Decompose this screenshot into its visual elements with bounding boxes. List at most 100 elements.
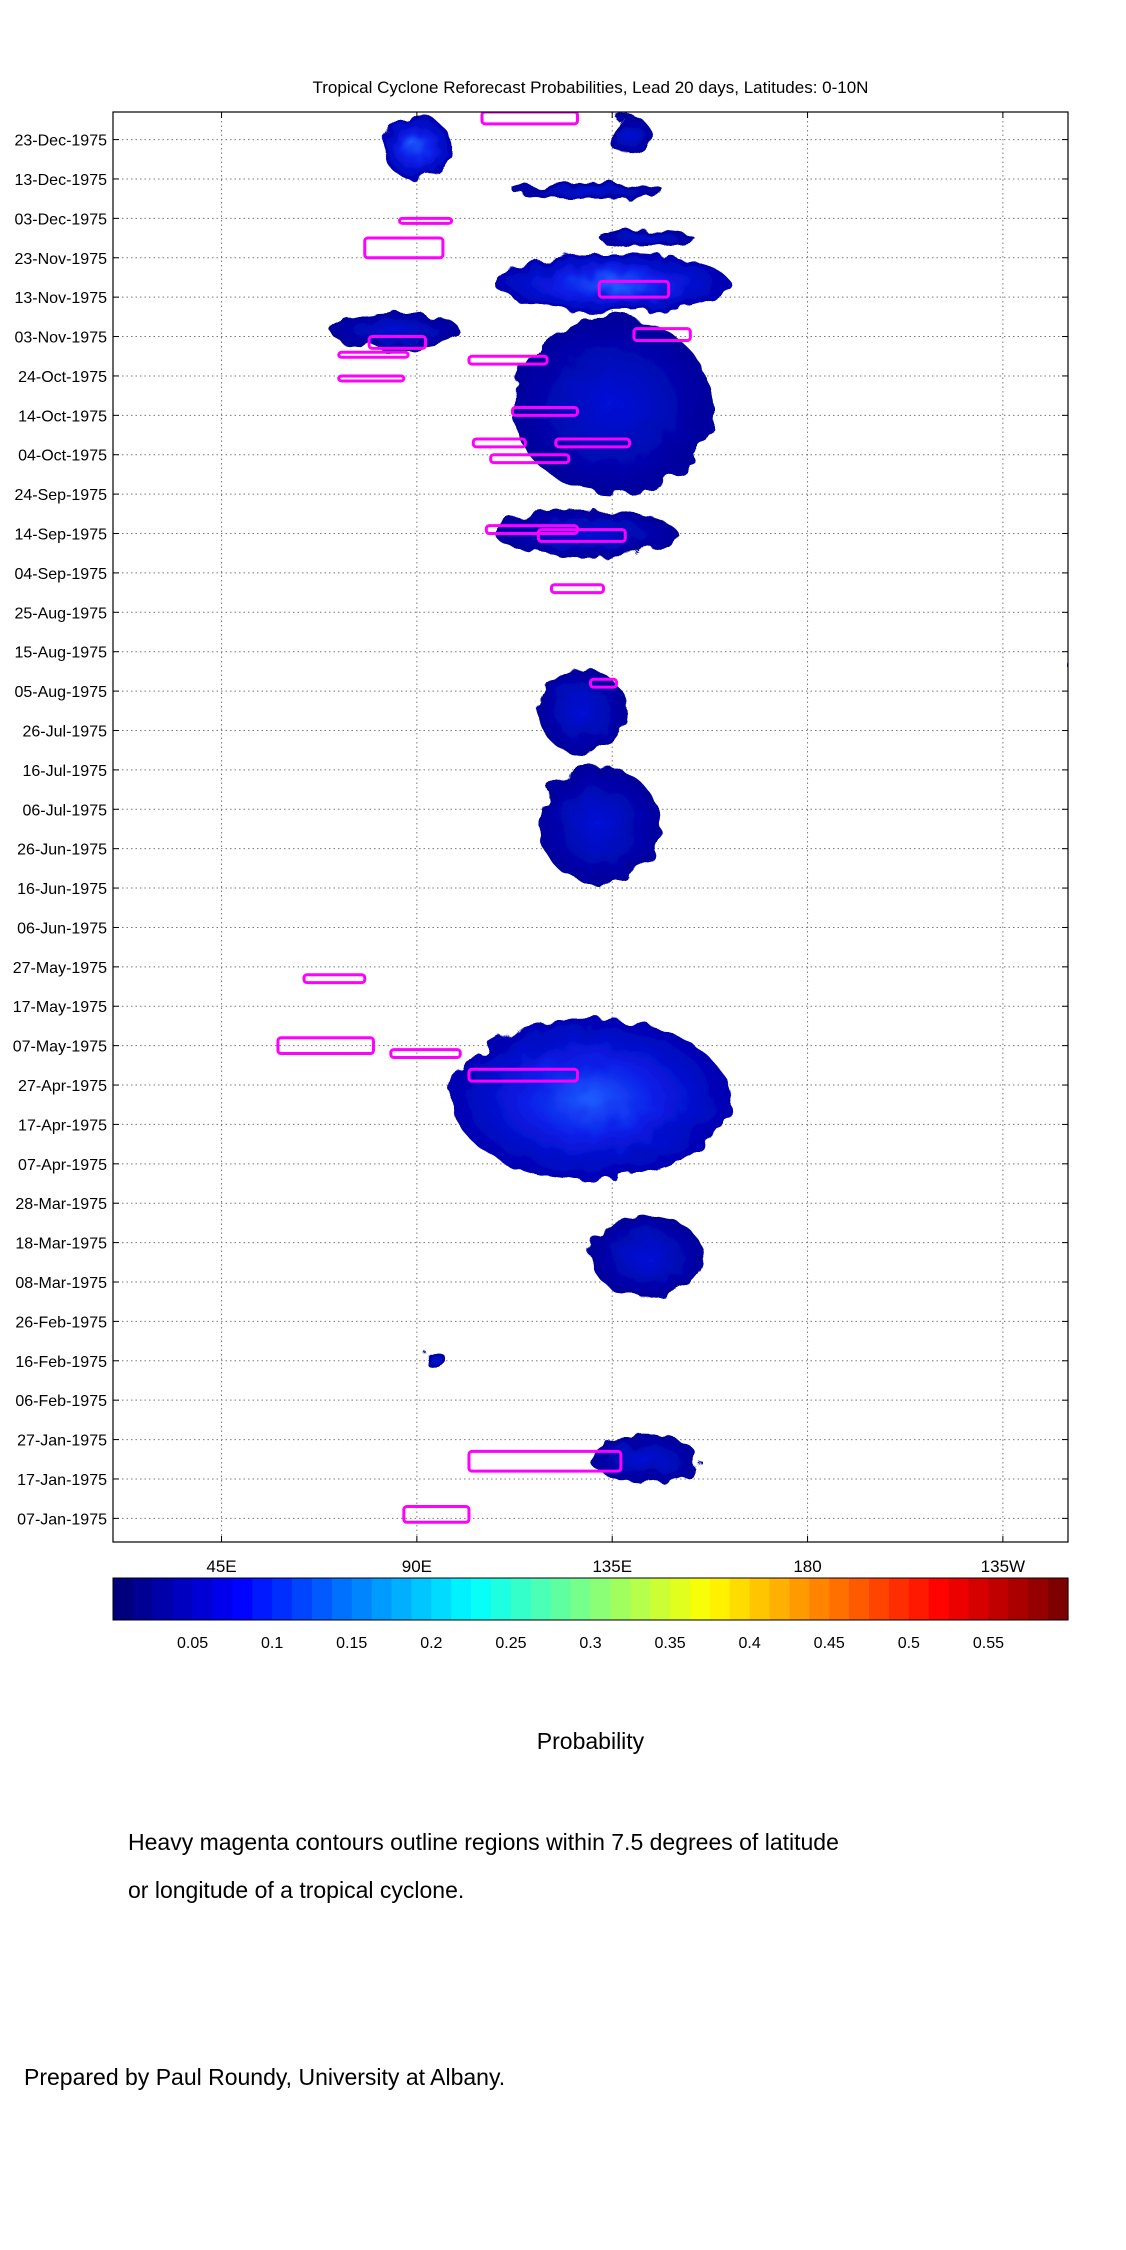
y-tick-label: 27-Apr-1975 bbox=[18, 1078, 107, 1095]
colorbar-swatch bbox=[1008, 1578, 1029, 1620]
colorbar-swatch bbox=[311, 1578, 333, 1620]
cyclone-contour bbox=[510, 405, 579, 417]
colorbar-swatch bbox=[789, 1578, 810, 1620]
colorbar-swatch bbox=[431, 1578, 452, 1620]
colorbar-swatch bbox=[829, 1578, 850, 1620]
colorbar-tick-label: 0.4 bbox=[739, 1635, 761, 1652]
probability-region bbox=[538, 765, 660, 885]
y-tick-label: 16-Jun-1975 bbox=[17, 881, 107, 898]
y-axis: 07-Jan-1975 17-Jan-1975 27-Jan-1975 06-Feb-… bbox=[13, 133, 1068, 1528]
plot-frame bbox=[112, 111, 1069, 1543]
cyclone-contour bbox=[467, 1067, 579, 1083]
colorbar-swatch bbox=[371, 1578, 393, 1620]
cyclone-contours bbox=[276, 112, 692, 1524]
probability-region bbox=[512, 182, 665, 199]
probability-region bbox=[1068, 636, 1126, 699]
colorbar-swatch bbox=[411, 1578, 432, 1620]
cyclone-contour bbox=[302, 973, 367, 985]
colorbar-swatch bbox=[272, 1578, 293, 1620]
probability-region bbox=[451, 1018, 730, 1180]
colorbar-swatch bbox=[709, 1578, 731, 1620]
cyclone-contour bbox=[276, 1036, 375, 1056]
probability-region bbox=[590, 1435, 700, 1483]
colorbar-swatch bbox=[451, 1578, 472, 1620]
note-line-2: or longitude of a tropical cyclone. bbox=[128, 1877, 465, 1903]
colorbar-swatch bbox=[232, 1578, 253, 1620]
y-tick-label: 17-Jan-1975 bbox=[17, 1472, 107, 1489]
colorbar-swatch bbox=[351, 1578, 373, 1620]
y-tick-label: 06-Feb-1975 bbox=[15, 1393, 107, 1410]
colorbar-swatch bbox=[530, 1578, 552, 1620]
colorbar-label: Probability bbox=[536, 1728, 645, 1754]
x-tick-label: 90E bbox=[402, 1557, 432, 1576]
x-tick-label: 180 bbox=[793, 1557, 821, 1576]
cyclone-contour bbox=[337, 350, 410, 359]
y-tick-label: 24-Oct-1975 bbox=[18, 369, 107, 386]
cyclone-contour bbox=[337, 374, 406, 383]
probability-region bbox=[495, 253, 730, 313]
colorbar-swatch bbox=[172, 1578, 194, 1620]
cyclone-contour bbox=[367, 335, 428, 350]
y-tick-label: 16-Jul-1975 bbox=[23, 763, 108, 780]
note-line-1: Heavy magenta contours outline regions w… bbox=[128, 1829, 839, 1855]
y-tick-label: 04-Oct-1975 bbox=[18, 448, 107, 465]
colorbar-frame bbox=[112, 1577, 1069, 1621]
cyclone-contour bbox=[467, 354, 549, 366]
colorbar-tick-label: 0.05 bbox=[177, 1635, 208, 1652]
colorbar-swatch bbox=[968, 1578, 990, 1620]
cyclone-contour bbox=[363, 236, 445, 260]
colorbar-swatch bbox=[292, 1578, 313, 1620]
y-tick-label: 17-May-1975 bbox=[13, 999, 107, 1016]
probability-field bbox=[330, 115, 1126, 1483]
colorbar-tick-label: 0.15 bbox=[336, 1635, 367, 1652]
probability-region bbox=[382, 115, 452, 179]
cyclone-contour bbox=[597, 279, 671, 299]
colorbar-swatch bbox=[212, 1578, 233, 1620]
y-tick-label: 18-Mar-1975 bbox=[15, 1236, 107, 1253]
colorbar-swatch bbox=[650, 1578, 671, 1620]
probability-region bbox=[495, 509, 678, 558]
y-tick-label: 23-Dec-1975 bbox=[15, 133, 108, 150]
colorbar-swatch bbox=[689, 1578, 711, 1620]
cyclone-contour bbox=[554, 437, 632, 449]
cyclone-contour bbox=[589, 677, 619, 689]
colorbar-swatch bbox=[510, 1578, 532, 1620]
y-tick-label: 28-Mar-1975 bbox=[15, 1196, 107, 1213]
y-tick-label: 27-Jan-1975 bbox=[17, 1433, 107, 1450]
y-tick-label: 17-Apr-1975 bbox=[18, 1117, 107, 1134]
colorbar-swatch bbox=[749, 1578, 771, 1620]
y-tick-label: 26-Jul-1975 bbox=[23, 723, 108, 740]
x-axis: 45E90E135E180135W90W45W bbox=[206, 112, 1025, 1576]
colorbar-swatch bbox=[630, 1578, 651, 1620]
colorbar-swatch bbox=[491, 1578, 512, 1620]
colorbar-swatch bbox=[550, 1578, 572, 1620]
colorbar-tick-label: 0.55 bbox=[973, 1635, 1004, 1652]
y-tick-label: 26-Feb-1975 bbox=[15, 1314, 107, 1331]
y-tick-label: 06-Jun-1975 bbox=[17, 920, 107, 937]
colorbar-tick-label: 0.35 bbox=[655, 1635, 686, 1652]
colorbar-swatch bbox=[590, 1578, 611, 1620]
y-tick-label: 23-Nov-1975 bbox=[15, 251, 108, 268]
colorbar-swatch bbox=[252, 1578, 273, 1620]
cyclone-contour bbox=[471, 437, 527, 449]
colorbar-swatch bbox=[809, 1578, 830, 1620]
colorbar-tick-label: 0.45 bbox=[814, 1635, 845, 1652]
probability-region bbox=[599, 230, 695, 246]
y-tick-label: 13-Nov-1975 bbox=[15, 290, 108, 307]
y-tick-label: 07-Jan-1975 bbox=[17, 1511, 107, 1528]
cyclone-contour bbox=[389, 1048, 462, 1059]
y-tick-label: 03-Dec-1975 bbox=[15, 211, 108, 228]
y-tick-label: 14-Sep-1975 bbox=[14, 527, 107, 544]
cyclone-contour bbox=[536, 528, 627, 543]
colorbar-swatch bbox=[948, 1578, 970, 1620]
colorbar-swatch bbox=[331, 1578, 353, 1620]
y-tick-label: 24-Sep-1975 bbox=[14, 487, 107, 504]
probability-region bbox=[590, 1215, 704, 1298]
cyclone-contour bbox=[402, 1505, 471, 1524]
colorbar-swatch bbox=[391, 1578, 413, 1620]
contour-note: Heavy magenta contours outline regions w… bbox=[128, 1818, 948, 1914]
probability-region bbox=[538, 667, 626, 755]
y-tick-label: 16-Feb-1975 bbox=[15, 1354, 107, 1371]
colorbar-swatch bbox=[132, 1578, 154, 1620]
colorbar-tick-label: 0.1 bbox=[261, 1635, 283, 1652]
